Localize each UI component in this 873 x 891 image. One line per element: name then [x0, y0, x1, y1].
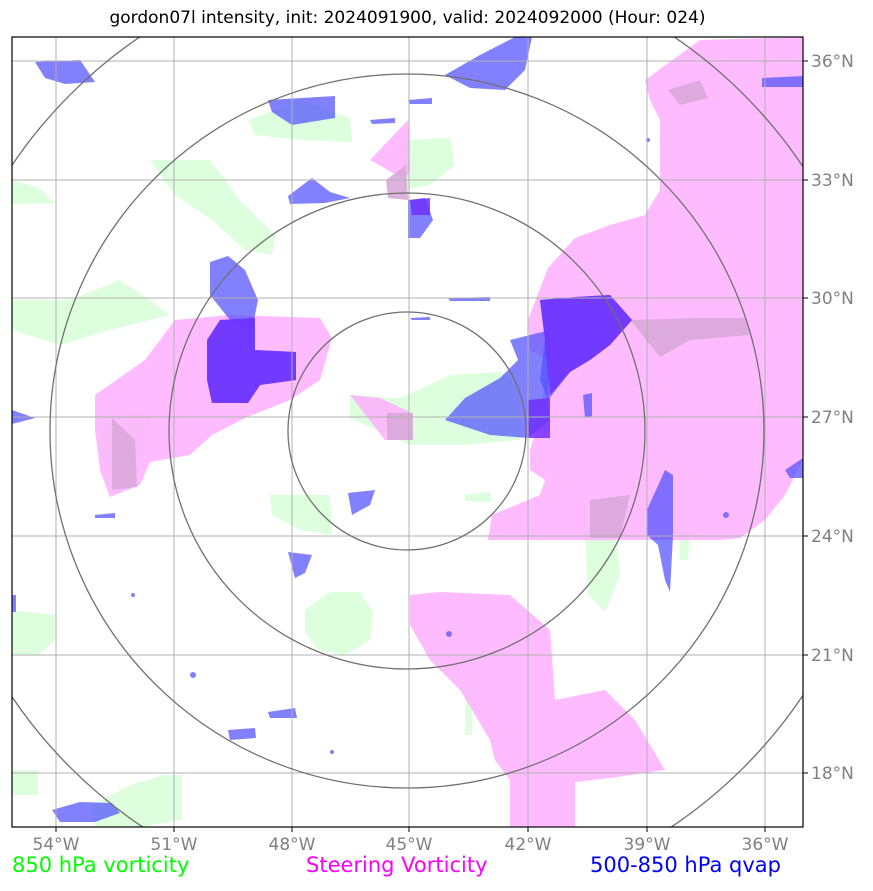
lat-label: 24°N — [811, 527, 854, 547]
legend-850-vorticity: 850 hPa vorticity — [12, 853, 190, 877]
lat-label: 18°N — [811, 764, 854, 784]
map-title: gordon07l intensity, init: 2024091900, v… — [109, 8, 706, 28]
lat-label: 27°N — [811, 408, 854, 428]
lat-axis-labels: 36°N 33°N 30°N 27°N 24°N 21°N 18°N — [811, 52, 854, 784]
lon-label: 36°W — [742, 835, 789, 855]
lon-gridlines — [55, 37, 766, 827]
lon-label: 51°W — [151, 835, 198, 855]
lon-label: 54°W — [33, 835, 80, 855]
lon-axis-labels: 54°W 51°W 48°W 45°W 42°W 39°W 36°W — [33, 835, 789, 855]
map-frame — [11, 36, 804, 828]
lat-label: 33°N — [811, 171, 854, 191]
qvap-strong-fill — [207, 198, 632, 438]
lat-gridlines — [12, 60, 803, 774]
lat-label: 30°N — [811, 289, 854, 309]
lat-label: 21°N — [811, 646, 854, 666]
legend-steering-vorticity: Steering Vorticity — [306, 853, 488, 877]
overlap-fill — [112, 80, 750, 538]
lon-label: 48°W — [269, 835, 316, 855]
lon-label: 42°W — [505, 835, 552, 855]
lon-label: 39°W — [624, 835, 671, 855]
lat-label: 36°N — [811, 52, 854, 72]
legend-qvap: 500-850 hPa qvap — [590, 853, 781, 877]
lon-label: 45°W — [386, 835, 433, 855]
